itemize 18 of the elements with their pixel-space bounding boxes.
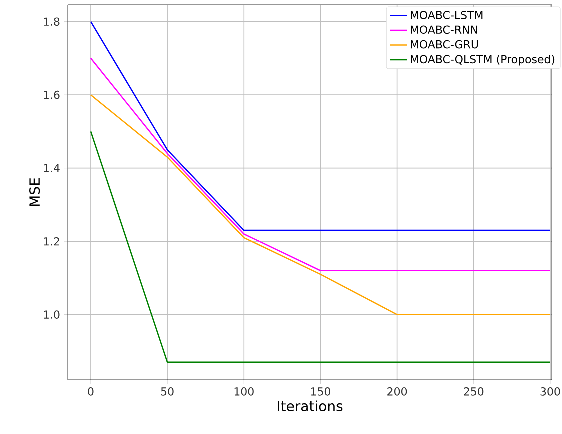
legend-label: MOABC-LSTM xyxy=(411,11,483,20)
x-tick-label: 0 xyxy=(88,388,94,396)
y-tick-label: 1.2 xyxy=(44,237,60,246)
legend-label: MOABC-RNN xyxy=(411,26,478,34)
legend-label: MOABC-QLSTM (Proposed) xyxy=(411,55,555,66)
x-axis-title: Iterations xyxy=(278,400,343,412)
x-tick-label: 150 xyxy=(311,388,330,396)
x-tick-label: 100 xyxy=(234,388,254,396)
y-tick-label: 1.4 xyxy=(44,164,60,172)
y-tick-label: 1.8 xyxy=(44,18,60,26)
x-tick-label: 50 xyxy=(161,388,174,396)
x-tick-label: 300 xyxy=(540,388,560,396)
legend-label: MOABC-GRU xyxy=(411,40,478,49)
x-tick-label: 200 xyxy=(388,388,408,396)
y-tick-label: 1.0 xyxy=(44,310,60,319)
y-axis-title: MSE xyxy=(30,178,40,206)
y-tick-label: 1.6 xyxy=(44,90,60,100)
x-tick-label: 250 xyxy=(464,388,484,396)
